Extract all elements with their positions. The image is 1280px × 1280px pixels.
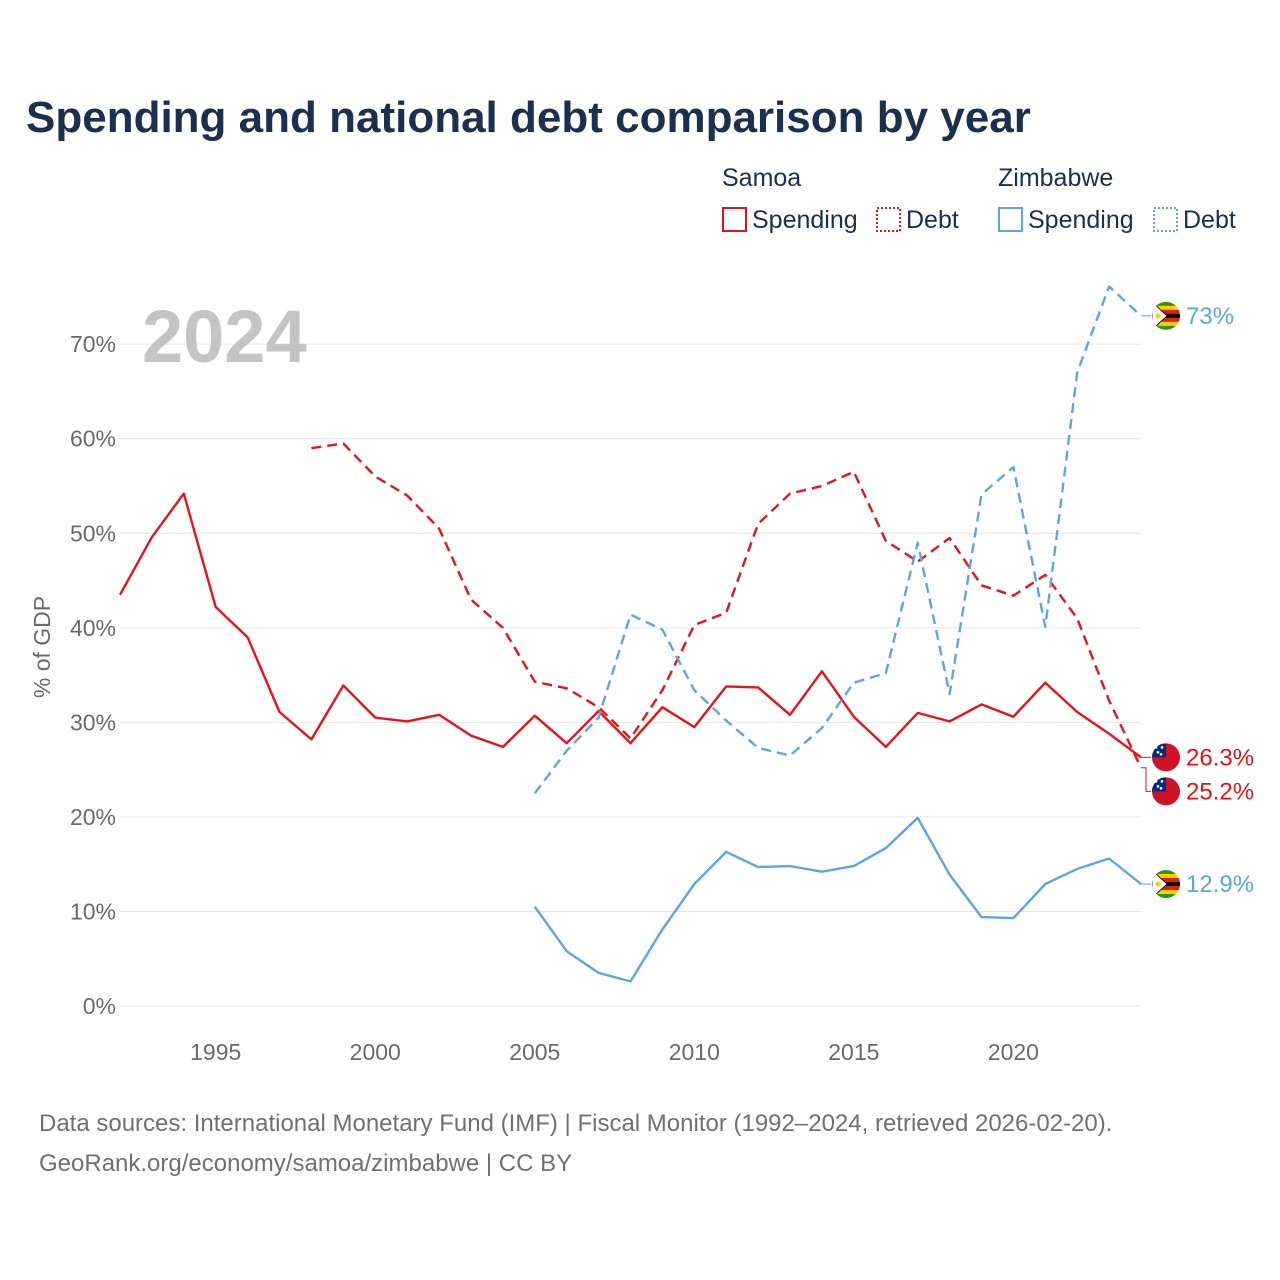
y-axis-ticks: 0% 10% 20% 30% 40% 50% 60% 70% (70, 331, 116, 1019)
series-line-zimbabwe-debt (533, 285, 1142, 795)
samoa-flag-star (1154, 746, 1158, 749)
x-tick-label: 2000 (350, 1039, 401, 1065)
end-label-zimbabwe-debt: 73% (1141, 301, 1234, 330)
zimbabwe-flag-icon (1152, 301, 1180, 330)
zimbabwe-flag-stripe (1152, 870, 1180, 875)
zimbabwe-flag-stripe (1152, 305, 1180, 311)
samoa-flag-canton (1152, 743, 1166, 758)
legend-swatch-dotted (1153, 207, 1178, 232)
end-label-zimbabwe-spending: 12.9% (1141, 870, 1254, 899)
legend-item-zimbabwe-spending[interactable]: Spending (998, 206, 1134, 234)
zimbabwe-flag-stripe (1152, 309, 1180, 315)
zimbabwe-flag-bird (1155, 881, 1161, 887)
samoa-flag-star (1156, 751, 1160, 754)
zimbabwe-flag-stripe (1152, 886, 1180, 891)
samoa-flag-star (1154, 780, 1158, 783)
y-tick-label: 40% (70, 615, 116, 641)
end-label-value: 25.2% (1186, 778, 1254, 805)
legend-swatch-dotted (876, 207, 901, 232)
legend-group-zimbabwe: Zimbabwe Spending Debt (998, 164, 1236, 234)
end-label-value: 73% (1186, 303, 1234, 330)
year-marker: 2024 (142, 295, 307, 378)
y-tick-label: 50% (70, 520, 116, 546)
zimbabwe-flag-stripe (1152, 878, 1180, 883)
legend-country-zimbabwe: Zimbabwe (998, 164, 1113, 192)
end-label-value: 12.9% (1186, 871, 1254, 898)
zimbabwe-flag-stripe (1152, 321, 1180, 327)
zimbabwe-flag-stripe (1152, 301, 1180, 307)
samoa-flag-star (1156, 785, 1160, 788)
y-tick-label: 0% (83, 993, 116, 1019)
samoa-flag-star (1159, 787, 1163, 790)
samoa-flag-star (1160, 780, 1164, 783)
samoa-flag-star (1160, 746, 1164, 749)
zimbabwe-flag-stripe (1152, 890, 1180, 895)
series-line-samoa-debt (311, 442, 1143, 769)
x-tick-label: 1995 (190, 1039, 241, 1065)
samoa-flag-star (1159, 753, 1163, 756)
series-line-zimbabwe-spending (533, 816, 1142, 983)
y-tick-label: 10% (70, 898, 116, 924)
legend-group-samoa: Samoa Spending Debt (722, 164, 959, 234)
gridlines (120, 343, 1141, 1007)
zimbabwe-flag-stripe (1152, 325, 1180, 330)
zimbabwe-flag-icon (1152, 870, 1180, 899)
end-label-samoa-debt: 25.2% (1141, 767, 1254, 806)
series-line-samoa-spending (118, 492, 1142, 759)
legend-swatch-solid (998, 207, 1023, 232)
x-tick-label: 2015 (828, 1039, 879, 1065)
x-tick-label: 2020 (988, 1039, 1039, 1065)
legend-item-zimbabwe-debt[interactable]: Debt (1153, 206, 1236, 234)
legend-item-samoa-debt[interactable]: Debt (876, 206, 959, 234)
chart-title: Spending and national debt comparison by… (26, 93, 1031, 142)
y-axis-label: % of GDP (29, 596, 55, 698)
x-tick-label: 2010 (669, 1039, 720, 1065)
zimbabwe-flag-stripe (1152, 894, 1180, 899)
y-tick-label: 60% (70, 426, 116, 452)
end-label-samoa-spending: 26.3% (1141, 743, 1254, 772)
data-source-text: Data sources: International Monetary Fun… (39, 1110, 1112, 1137)
x-axis-ticks: 1995 2000 2005 2010 2015 2020 (190, 1039, 1039, 1065)
x-tick-label: 2005 (509, 1039, 560, 1065)
samoa-flag-canton (1152, 777, 1166, 792)
end-label-value: 26.3% (1186, 744, 1254, 771)
y-tick-label: 30% (70, 709, 116, 735)
y-tick-label: 20% (70, 804, 116, 830)
zimbabwe-flag-bird (1155, 313, 1161, 319)
y-tick-label: 70% (70, 331, 116, 357)
legend-label-samoa-spending: Spending (752, 206, 858, 234)
zimbabwe-flag-stripe (1152, 317, 1180, 323)
legend-item-samoa-spending[interactable]: Spending (722, 206, 858, 234)
legend-label-zimbabwe-spending: Spending (1028, 206, 1134, 234)
end-labels: 73% 26.3% 25.2% 12.9% (1141, 301, 1254, 899)
legend-swatch-solid (722, 207, 747, 232)
legend-label-samoa-debt: Debt (906, 206, 959, 234)
end-label-connector (1141, 767, 1151, 792)
legend-label-zimbabwe-debt: Debt (1183, 206, 1236, 234)
source-url-text[interactable]: GeoRank.org/economy/samoa/zimbabwe | CC … (39, 1150, 572, 1177)
legend: Samoa Spending Debt Zimbabwe Spending De… (722, 164, 1236, 234)
legend-country-samoa: Samoa (722, 164, 801, 192)
series-lines (118, 285, 1143, 983)
zimbabwe-flag-stripe (1152, 874, 1180, 879)
